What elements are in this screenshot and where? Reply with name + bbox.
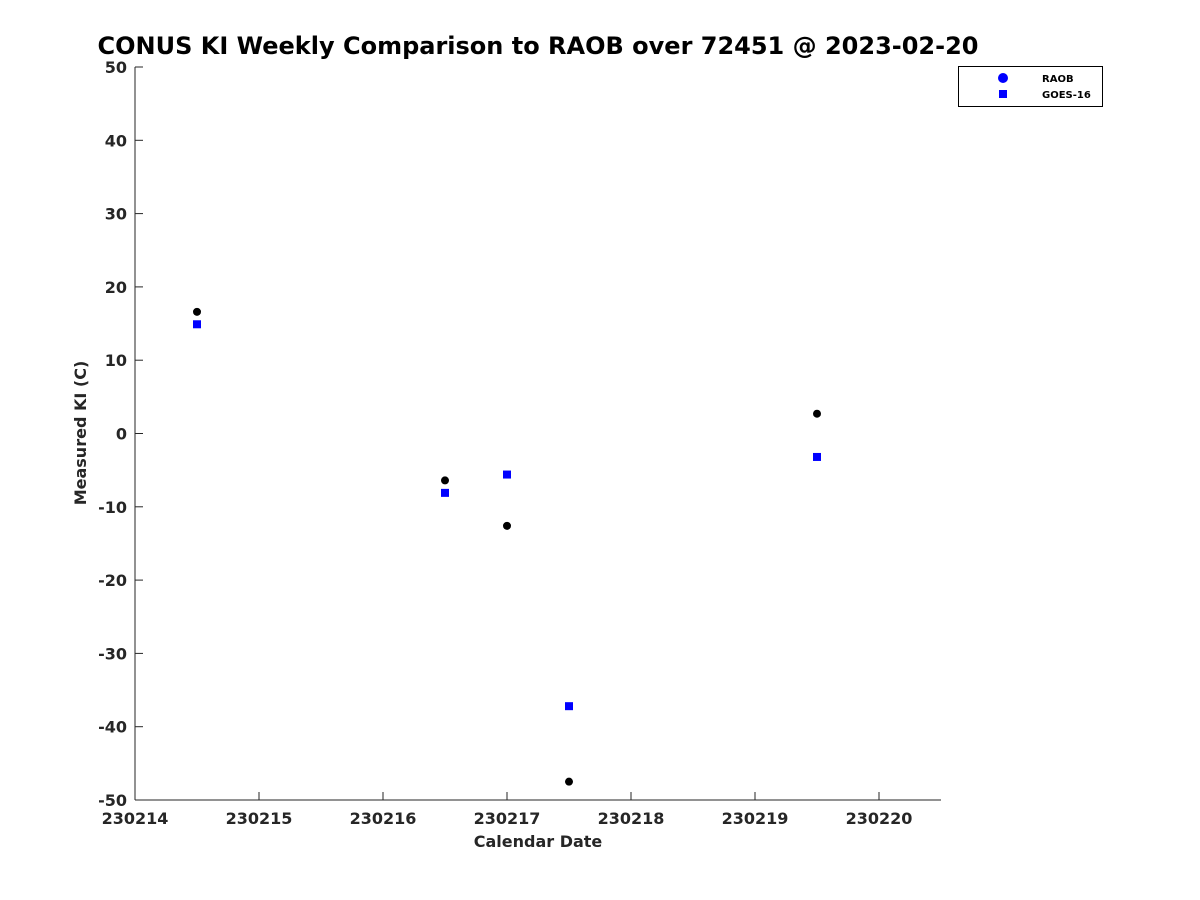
y-axis-ticks: -50 -40 -30 -20 -10 0 10 20 30 40 50 <box>98 58 143 810</box>
y-tick-label: 40 <box>105 131 127 150</box>
raob-point <box>813 409 821 418</box>
goes-16-point <box>441 488 449 497</box>
raob-point <box>503 521 511 530</box>
y-tick-label: 50 <box>105 58 127 77</box>
goes-16-point <box>565 702 573 711</box>
legend-marker-raob <box>998 73 1008 83</box>
y-tick-label: -50 <box>98 791 127 810</box>
y-tick-label: 30 <box>105 205 127 224</box>
x-tick-label: 230214 <box>102 809 169 828</box>
raob-point <box>193 307 201 316</box>
legend-marker-goes-16 <box>999 90 1007 98</box>
x-tick-label: 230215 <box>226 809 293 828</box>
y-tick-label: 0 <box>116 425 127 444</box>
goes-16-point <box>813 452 821 461</box>
y-tick-label: -20 <box>98 571 127 590</box>
legend: RAOB GOES-16 <box>958 66 1103 107</box>
y-axis-label: Measured KI (C) <box>71 361 90 506</box>
x-tick-label: 230219 <box>722 809 789 828</box>
x-axis-ticks: 230214 230215 230216 230217 230218 230219 2302… <box>102 792 913 828</box>
x-tick-label: 230220 <box>846 809 913 828</box>
x-tick-label: 230216 <box>350 809 417 828</box>
x-tick-label: 230217 <box>474 809 541 828</box>
data-points <box>193 307 821 786</box>
y-tick-label: -30 <box>98 644 127 663</box>
raob-point <box>565 777 573 786</box>
plot-axes <box>134 67 941 801</box>
legend-box <box>958 66 1103 107</box>
raob-point <box>441 476 449 485</box>
legend-label-goes-16: GOES-16 <box>1042 90 1091 101</box>
x-axis-label: Calendar Date <box>474 832 603 851</box>
goes-16-point <box>193 320 201 329</box>
y-tick-label: 20 <box>105 278 127 297</box>
chart-title: CONUS KI Weekly Comparison to RAOB over … <box>98 32 979 60</box>
legend-label-raob: RAOB <box>1042 74 1074 85</box>
goes-16-point <box>503 470 511 479</box>
y-tick-label: -40 <box>98 718 127 737</box>
x-tick-label: 230218 <box>598 809 665 828</box>
y-tick-label: -10 <box>98 498 127 517</box>
y-tick-label: 10 <box>105 351 127 370</box>
